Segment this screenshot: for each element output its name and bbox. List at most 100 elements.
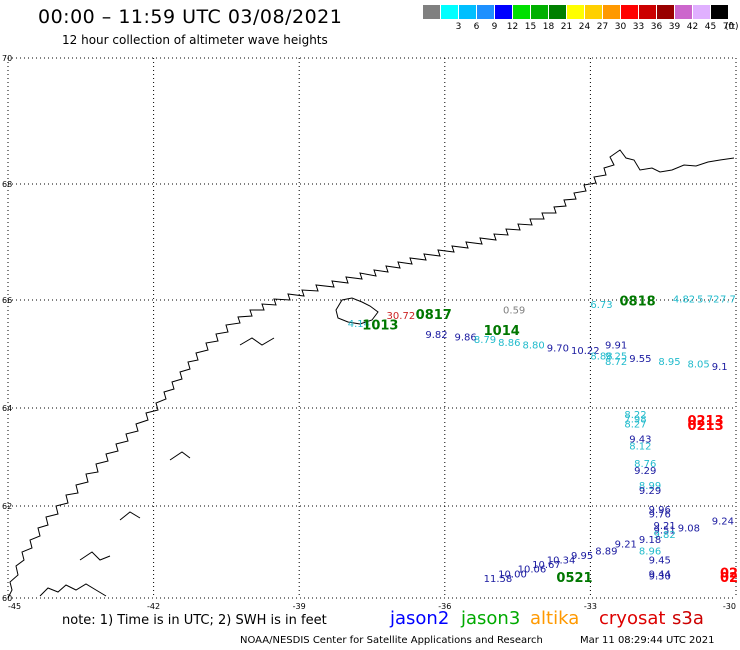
wave-height-value: 4.14	[348, 319, 370, 330]
wave-height-value: 9.08	[678, 523, 700, 534]
pass-time-label: 0521	[556, 571, 592, 586]
legend-swatch	[531, 5, 548, 19]
wave-height-value: 9.86	[455, 333, 477, 344]
wave-height-values: 4.14 30.72 0.59 6.73 4.82 5.72 7.7 9.82 9.868.79…	[348, 295, 736, 585]
satellite-altika: altika	[530, 608, 580, 629]
legend-swatch	[441, 5, 458, 19]
legend-swatch	[657, 5, 674, 19]
wave-height-value: 9.29	[639, 486, 661, 497]
wave-height-value: 9.96	[649, 505, 671, 516]
wave-height-value: 8.12	[629, 442, 651, 453]
wave-height-value: 9.25	[605, 351, 627, 362]
wave-height-value: 4.82	[673, 295, 695, 306]
satellite-jason3: jason3	[461, 608, 521, 629]
wave-height-value: 10.00	[498, 569, 527, 580]
wave-height-value: 7.98	[624, 415, 646, 426]
footer-note: note: 1) Time is in UTC; 2) SWH is in fe…	[62, 613, 327, 628]
wave-height-value: 9.21	[615, 539, 637, 550]
axis-labels: -45 -42 -39 -36 -33 -30 70 68 66 64 62 60	[2, 54, 736, 611]
lat-tick-label: 66	[2, 296, 12, 305]
coastline	[7, 149, 735, 599]
legend-label: 3	[455, 22, 462, 32]
legend-swatch	[711, 5, 728, 19]
wave-height-value: 8.95	[658, 357, 680, 368]
wave-height-value: 8.80	[522, 341, 544, 352]
grid-lines	[7, 57, 737, 599]
pass-time-label: 1013	[362, 319, 398, 334]
legend-swatch	[423, 5, 440, 19]
lon-tick-label: -39	[293, 602, 306, 611]
wave-height-value: 6.73	[590, 300, 612, 311]
legend-label: 18	[542, 22, 555, 32]
legend-label: 27	[596, 22, 609, 32]
legend-unit: (ft)	[725, 22, 739, 32]
lat-tick-label: 64	[2, 404, 12, 413]
pass-time-label: 0213	[687, 419, 723, 434]
wave-height-value: 9.82	[425, 330, 447, 341]
wave-height-value: 7.7	[720, 295, 736, 306]
wave-height-value: 11.58	[484, 574, 513, 585]
legend-swatch	[675, 5, 692, 19]
legend-swatch	[639, 5, 656, 19]
legend-swatch	[585, 5, 602, 19]
wave-height-value: 9.82	[653, 530, 675, 541]
wave-height-value: 9.44	[649, 569, 671, 580]
legend-label: 70	[722, 22, 735, 32]
legend-label: 39	[668, 22, 681, 32]
wave-height-value: 8.27	[624, 420, 646, 431]
lat-tick-label: 68	[2, 180, 12, 189]
legend-label: 42	[686, 22, 699, 32]
generation-timestamp: Mar 11 08:29:44 UTC 2021	[580, 635, 715, 646]
wave-height-value: 9.51	[653, 526, 675, 537]
wave-height-value: 10.67	[532, 560, 561, 571]
wave-height-value: 9.95	[571, 551, 593, 562]
wave-height-value: 8.05	[687, 360, 709, 371]
lat-tick-label: 62	[2, 502, 12, 511]
legend-label: 36	[650, 22, 663, 32]
lon-tick-label: -36	[438, 602, 451, 611]
wave-height-value: 8.79	[474, 335, 496, 346]
legend-label: 24	[578, 22, 591, 32]
wave-height-value: 8.86	[498, 338, 520, 349]
pass-time-label: 0817	[416, 308, 452, 323]
wave-height-value: 9.18	[639, 535, 661, 546]
wave-height-value: 8.22	[624, 410, 646, 421]
wave-height-value: 30.72	[387, 311, 416, 322]
wave-height-value: 5.72	[697, 295, 719, 306]
pass-time-label: 0818	[620, 294, 656, 309]
wave-height-value: 9.91	[605, 341, 627, 352]
credit-line: NOAA/NESDIS Center for Satellite Applica…	[240, 635, 543, 646]
lon-tick-label: -30	[723, 602, 736, 611]
wave-height-value: 10.06	[518, 565, 547, 576]
legend-label: 15	[524, 22, 537, 32]
wave-height-value: 10.34	[547, 556, 576, 567]
pass-time-label: 0213	[687, 414, 723, 429]
legend-swatch	[621, 5, 638, 19]
wave-height-value: 9.45	[649, 556, 671, 567]
wave-height-value: 9.1	[712, 362, 728, 373]
pass-time-label: 02	[720, 571, 738, 586]
wave-height-value: 9.43	[629, 434, 651, 445]
legend-swatch	[495, 5, 512, 19]
lat-tick-label: 60	[2, 594, 12, 603]
wave-height-value: 9.76	[649, 510, 671, 521]
wave-height-value: 9.21	[653, 521, 675, 532]
pass-time-label: 1014	[484, 324, 520, 339]
wave-height-value: 9.29	[634, 466, 656, 477]
legend-swatch	[603, 5, 620, 19]
wave-height-value: 0.59	[503, 306, 525, 317]
wave-height-value: 8.72	[605, 357, 627, 368]
legend-label: 30	[614, 22, 627, 32]
legend-swatch	[477, 5, 494, 19]
lon-tick-label: -45	[8, 602, 21, 611]
legend-label: 45	[704, 22, 717, 32]
legend-swatch	[693, 5, 710, 19]
wave-height-value: 8.89	[595, 546, 617, 557]
lon-tick-label: -42	[147, 602, 160, 611]
lon-tick-label: -33	[584, 602, 597, 611]
map-title: 00:00 – 11:59 UTC 03/08/2021	[38, 6, 343, 28]
satellite-jason2: jason2	[390, 608, 450, 629]
legend-label: 21	[560, 22, 573, 32]
